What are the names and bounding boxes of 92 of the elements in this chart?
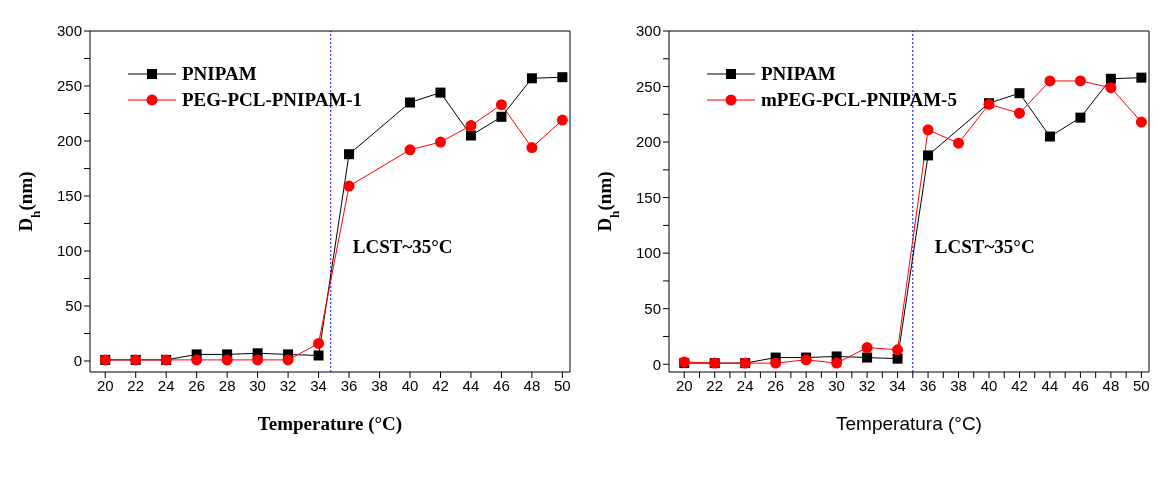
x-axis-title: Temperatura (°C) (836, 413, 982, 434)
x-tick-label: 48 (1102, 376, 1120, 394)
x-tick-label: 40 (980, 376, 998, 394)
y-tick-label: 0 (73, 352, 82, 370)
point (1136, 72, 1147, 83)
point (465, 120, 477, 132)
legend-label: PNIPAM (761, 63, 836, 85)
point (1044, 131, 1055, 142)
point (282, 354, 294, 366)
y-tick-label: 200 (635, 133, 661, 151)
point (557, 72, 568, 83)
point (495, 99, 507, 111)
point (221, 354, 233, 366)
x-tick-label: 44 (462, 376, 480, 394)
x-tick-label: 24 (736, 376, 754, 394)
point (313, 350, 324, 361)
x-tick-label: 32 (279, 376, 297, 394)
point (1105, 82, 1117, 94)
point (831, 357, 843, 369)
point (923, 150, 934, 161)
point (435, 87, 446, 98)
point (496, 111, 507, 122)
point (252, 354, 264, 366)
x-tick-label: 20 (96, 376, 114, 394)
point (556, 114, 568, 126)
x-tick-label: 32 (858, 376, 876, 394)
ref-line-label: LCST~35°C (352, 235, 453, 257)
legend-label: mPEG-PCL-PNIPAM-5 (761, 89, 957, 111)
point (405, 97, 415, 108)
point (861, 342, 873, 354)
point (404, 144, 416, 156)
point (526, 73, 537, 84)
x-tick-label: 26 (188, 376, 206, 394)
x-tick-label: 36 (340, 376, 358, 394)
point (465, 130, 476, 141)
x-tick-label: 50 (554, 376, 571, 394)
point (862, 352, 873, 363)
legend-label: PNIPAM (182, 63, 257, 85)
x-tick-label: 48 (523, 376, 541, 394)
x-tick-label: 28 (797, 376, 815, 394)
point (1044, 75, 1056, 87)
y-tick-label: 150 (56, 187, 82, 205)
x-tick-label: 34 (310, 376, 327, 394)
y-tick-label: 300 (635, 22, 661, 40)
x-axis-title: Temperature (°C) (257, 413, 403, 435)
point (191, 354, 203, 366)
y-tick-label: 100 (635, 244, 661, 262)
x-tick-label: 30 (249, 376, 266, 394)
point (526, 142, 538, 154)
x-tick-label: 42 (1011, 376, 1028, 394)
x-tick-label: 42 (432, 376, 449, 394)
point (892, 353, 903, 364)
point (770, 357, 782, 369)
y-tick-label: 250 (56, 77, 82, 95)
x-tick-label: 22 (127, 376, 145, 394)
x-tick-label: 38 (371, 376, 388, 394)
point (1013, 107, 1025, 119)
point (1135, 116, 1147, 128)
point (1074, 75, 1086, 87)
point (953, 137, 965, 149)
ref-line-label: LCST~35°C (934, 235, 1035, 257)
point (1075, 112, 1086, 123)
point (1014, 88, 1025, 99)
point (343, 180, 355, 192)
x-tick-label: 38 (950, 376, 967, 394)
point (892, 344, 904, 356)
point (434, 136, 446, 148)
x-tick-label: 20 (675, 376, 693, 394)
x-tick-label: 46 (1072, 376, 1089, 394)
y-tick-label: 50 (65, 297, 82, 315)
y-tick-label: 50 (644, 300, 661, 318)
point (313, 337, 325, 349)
y-tick-label: 150 (635, 188, 661, 206)
x-tick-label: 50 (1133, 376, 1150, 394)
point (922, 124, 934, 136)
x-tick-label: 44 (1041, 376, 1059, 394)
y-tick-label: 100 (56, 242, 82, 260)
x-tick-label: 22 (706, 376, 724, 394)
x-tick-label: 26 (767, 376, 785, 394)
x-tick-label: 28 (218, 376, 236, 394)
y-tick-label: 0 (652, 355, 661, 373)
x-tick-label: 40 (401, 376, 419, 394)
point (344, 149, 355, 160)
x-tick-label: 34 (889, 376, 906, 394)
x-tick-label: 36 (919, 376, 937, 394)
x-tick-label: 24 (157, 376, 175, 394)
y-tick-label: 250 (635, 77, 661, 95)
y-tick-label: 200 (56, 132, 82, 150)
legend-label: PEG-PCL-PNIPAM-1 (182, 89, 363, 111)
x-tick-label: 46 (493, 376, 510, 394)
y-tick-label: 300 (56, 22, 82, 40)
x-tick-label: 30 (828, 376, 845, 394)
